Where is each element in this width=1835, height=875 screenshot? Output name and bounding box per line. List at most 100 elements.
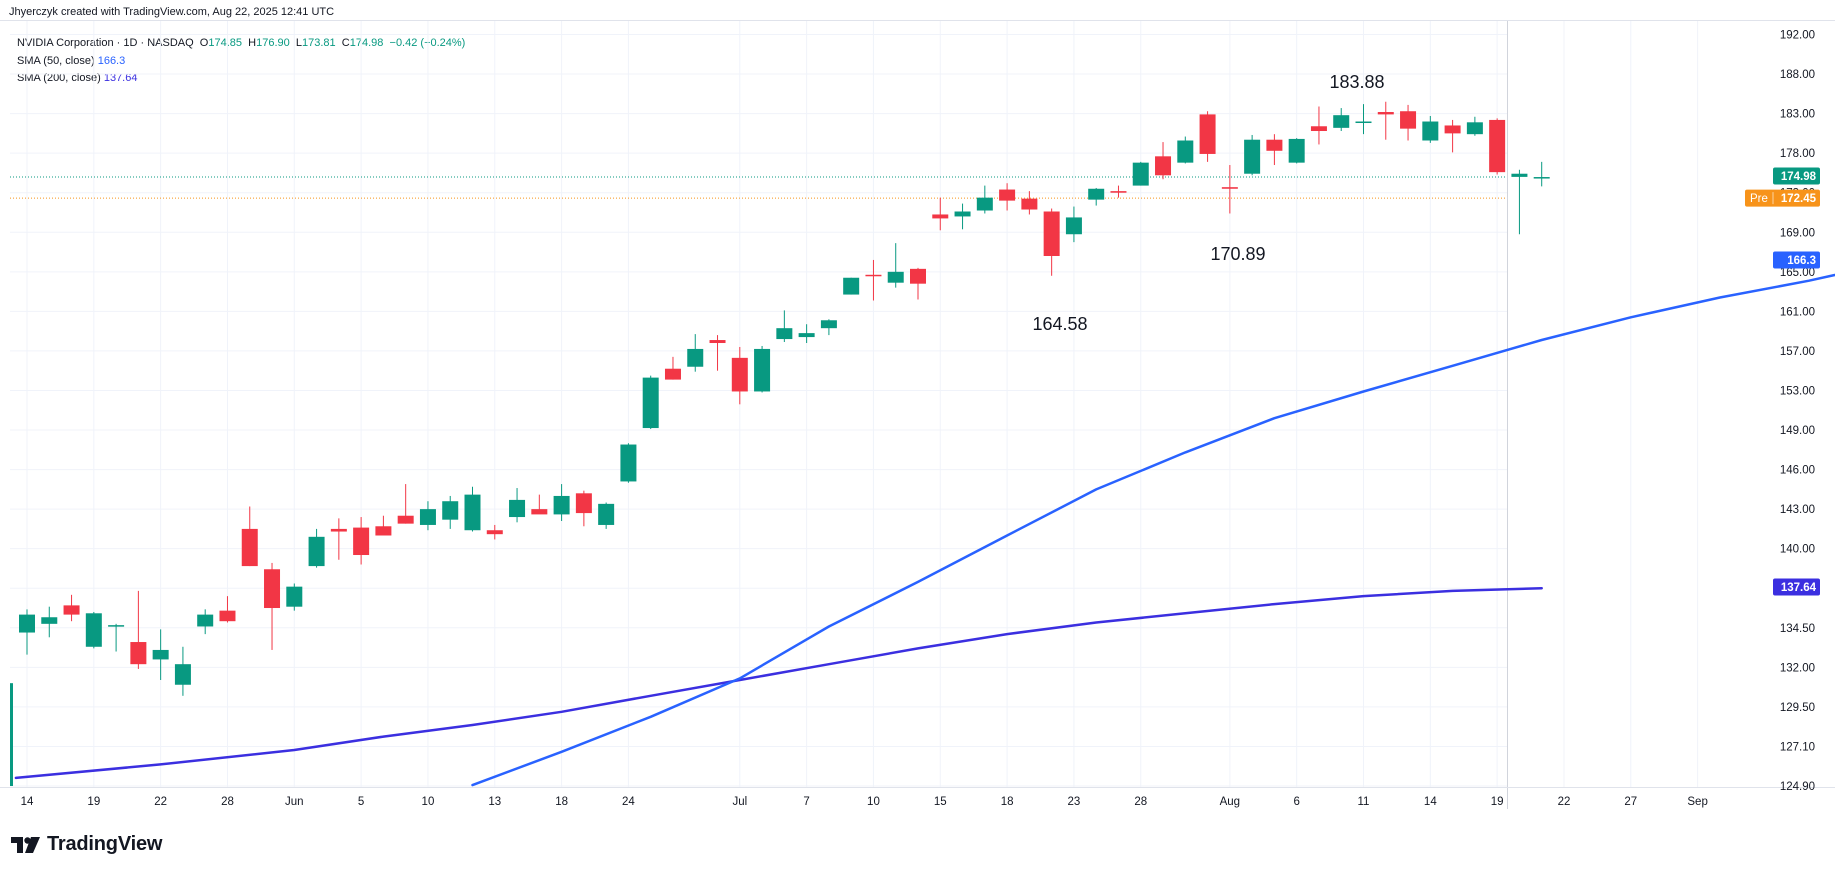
- candle-body: [531, 509, 548, 515]
- candle-body: [41, 617, 58, 624]
- sma50-line: [471, 273, 1835, 787]
- candle-body: [798, 333, 815, 338]
- candle-body: [932, 214, 949, 219]
- price-axis-tick-label: 192.00: [1780, 30, 1815, 42]
- time-axis-tick-label: 13: [488, 796, 501, 808]
- last-price-tag: [1773, 167, 1820, 185]
- tradingview-logo-text: TradingView: [47, 833, 163, 855]
- candle-body: [308, 536, 325, 567]
- price-axis-tick-label: 153.00: [1780, 385, 1815, 397]
- candle-body: [397, 515, 414, 524]
- time-axis-tick-label: Jun: [285, 796, 304, 808]
- candle-body: [553, 495, 570, 515]
- tradingview-logo[interactable]: TradingView: [11, 833, 162, 856]
- time-axis-tick-label: 23: [1068, 796, 1081, 808]
- price-axis-tick-label: 140.00: [1780, 544, 1815, 556]
- candle-body: [152, 649, 169, 660]
- legend-open: O174.85: [199, 37, 243, 49]
- header-credit: Jhyerczyk created with TradingView.com, …: [9, 6, 335, 18]
- candle-body: [664, 368, 681, 380]
- price-axis-tick-label: 169.00: [1780, 227, 1815, 239]
- candle-body: [843, 277, 860, 295]
- candle-body: [1266, 139, 1283, 151]
- candle-body: [1199, 114, 1216, 154]
- candle-body: [575, 493, 592, 514]
- sma200-line: [14, 586, 1543, 780]
- candle-body: [687, 348, 704, 367]
- price-axis-tick-label: 124.90: [1780, 781, 1815, 793]
- time-axis-tick-label: 14: [21, 796, 34, 808]
- candle-body: [486, 530, 503, 535]
- candle-body: [1377, 112, 1394, 115]
- time-axis-tick-label: 22: [1558, 796, 1571, 808]
- pre-price-tag-label: Pre: [1750, 193, 1768, 205]
- time-axis-tick-label: Jul: [732, 796, 747, 808]
- candle-body: [1132, 162, 1149, 186]
- candle-body: [442, 501, 459, 520]
- candle-body: [464, 494, 481, 531]
- sma50-tag: [1773, 251, 1820, 269]
- candle-body: [330, 528, 347, 532]
- price-axis-tick-label: 127.10: [1780, 741, 1815, 753]
- price-axis-tick-label: 157.00: [1780, 346, 1815, 358]
- candle-body: [709, 340, 726, 344]
- price-axis-tick-label: 178.00: [1780, 148, 1815, 160]
- sma50-tag-text: 166.3: [1787, 255, 1816, 267]
- time-axis-tick-label: 5: [358, 796, 364, 808]
- candle-body: [1355, 121, 1372, 124]
- candle-body: [1444, 125, 1461, 134]
- legend: NVIDIA Corporation · 1D · NASDAQ O174.85…: [17, 35, 465, 88]
- candle-body: [731, 357, 748, 392]
- legend-sma50-label: SMA (50, close): [17, 54, 95, 67]
- price-axis-tick-label: 146.00: [1780, 465, 1815, 477]
- candle-body: [219, 610, 236, 622]
- candle-body: [509, 499, 526, 518]
- legend-ohlc-row[interactable]: NVIDIA Corporation · 1D · NASDAQ O174.85…: [17, 35, 465, 53]
- price-axis-tick-label: 134.50: [1780, 623, 1815, 635]
- candle-body: [976, 197, 993, 211]
- candle-body: [85, 613, 102, 647]
- candle-body: [620, 444, 637, 482]
- candle-body: [1155, 156, 1172, 176]
- time-axis-tick-label: 28: [1134, 796, 1147, 808]
- candle-body: [999, 189, 1016, 201]
- candle-body: [1021, 198, 1038, 210]
- time-axis-tick-label: 10: [867, 796, 880, 808]
- pre-price-tag-text: 172.45: [1781, 193, 1817, 205]
- candle-body: [910, 268, 926, 284]
- legend-sma200-row[interactable]: SMA (200, close) 137.64: [17, 70, 465, 88]
- candle-body: [1400, 111, 1417, 129]
- candle-body: [63, 605, 80, 615]
- candle-body: [1177, 140, 1194, 163]
- time-axis-tick-label: 28: [221, 796, 234, 808]
- candle-body: [241, 528, 258, 567]
- candle-body: [1288, 138, 1305, 163]
- candle-body: [19, 614, 35, 633]
- sma200-tag-text: 137.64: [1781, 582, 1817, 594]
- time-axis-tick-label: 27: [1624, 796, 1637, 808]
- price-axis-tick-label: 143.00: [1780, 504, 1815, 516]
- legend-close: C174.98: [341, 37, 384, 49]
- price-axis-tick-label: 165.00: [1780, 267, 1815, 279]
- candle-body: [375, 526, 392, 536]
- candle-body: [1422, 121, 1439, 141]
- legend-sma50-row[interactable]: SMA (50, close) 166.3: [17, 53, 465, 71]
- time-axis-tick-label: 15: [934, 796, 947, 808]
- candle-body: [1043, 211, 1060, 256]
- price-annotation: 164.58: [1032, 314, 1087, 334]
- time-axis-tick-label: 6: [1293, 796, 1299, 808]
- candle-body: [1310, 126, 1327, 132]
- candle-body: [353, 527, 370, 556]
- last-price-tag-text: 174.98: [1781, 171, 1817, 183]
- time-axis-tick-label: Aug: [1220, 796, 1240, 808]
- price-axis-tick-label: 188.00: [1780, 69, 1815, 81]
- time-axis-tick-label: 14: [1424, 796, 1437, 808]
- candle-body: [1221, 187, 1238, 189]
- time-axis-tick-label: 7: [803, 796, 809, 808]
- time-axis-tick-label: 18: [555, 796, 568, 808]
- candle-body: [419, 509, 436, 525]
- legend-sma200-value: 137.64: [103, 72, 138, 84]
- time-axis-tick-label: 18: [1001, 796, 1014, 808]
- legend-sma50-value: 166.3: [97, 54, 126, 67]
